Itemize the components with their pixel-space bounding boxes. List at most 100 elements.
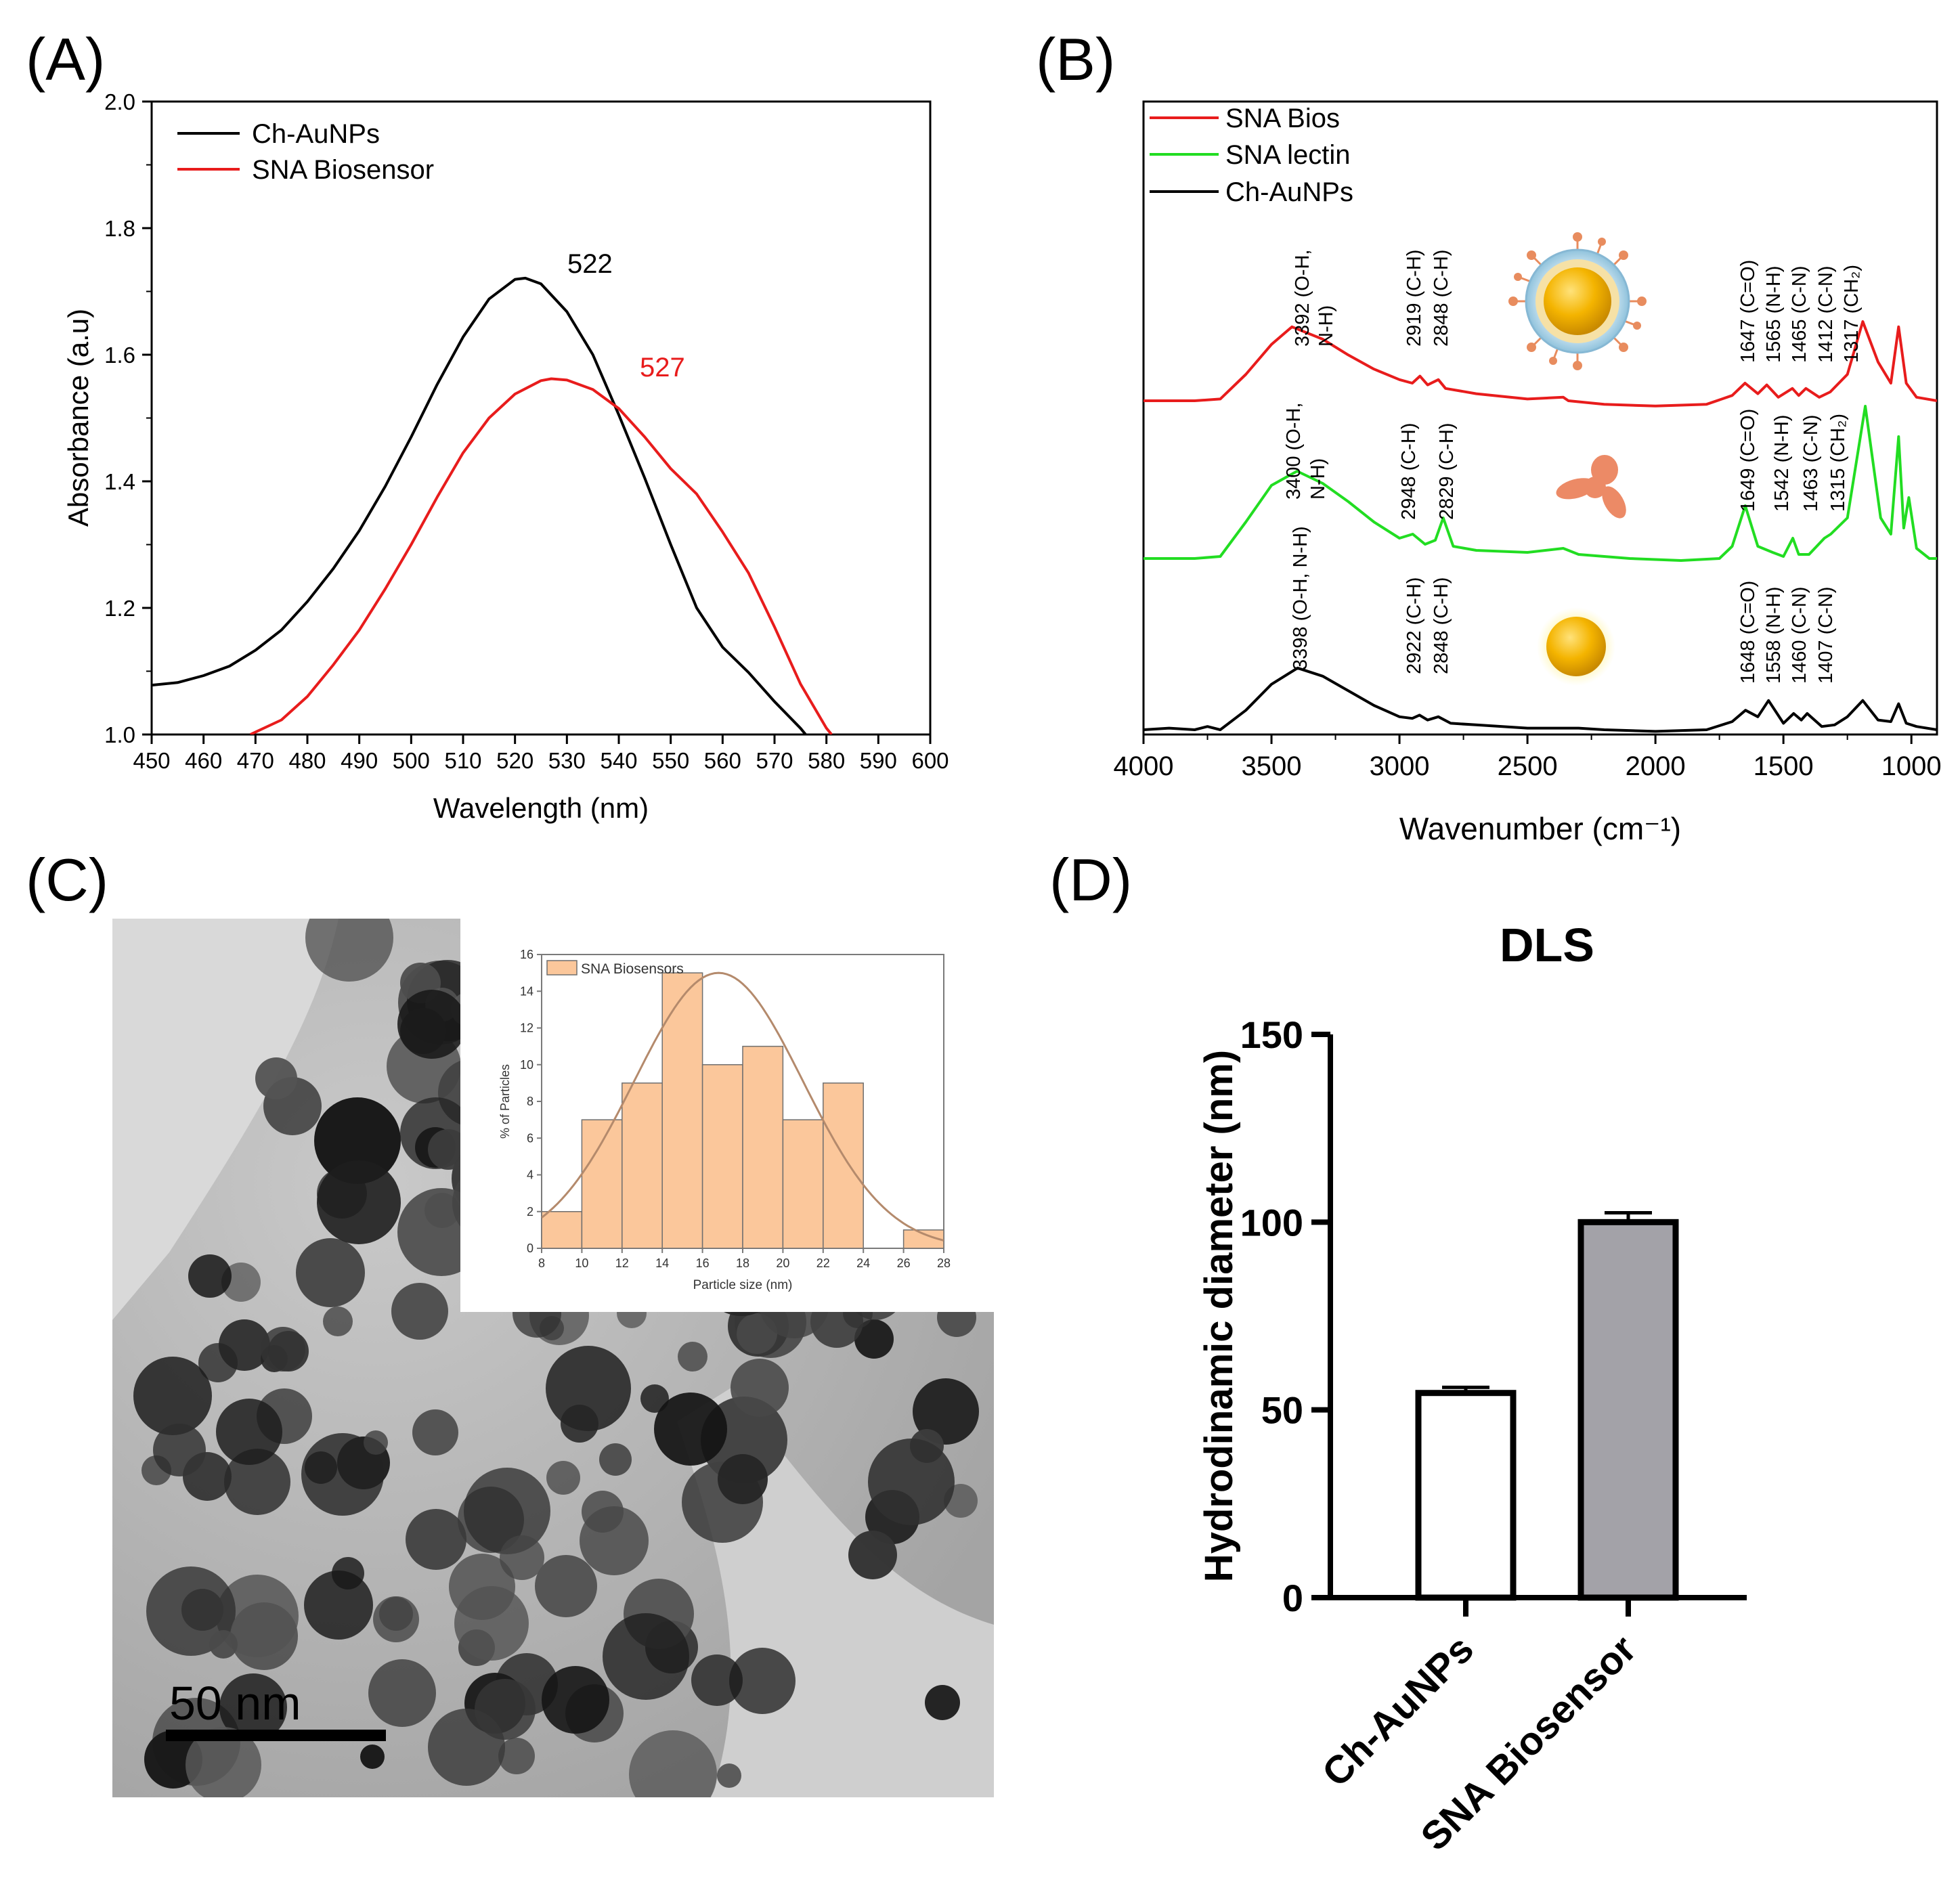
nanoparticle	[500, 1535, 544, 1580]
nanoparticle	[464, 1468, 550, 1554]
x-tick-label-a-500: 500	[393, 748, 430, 773]
nanoparticle	[691, 1654, 743, 1706]
panel-label-c: (C)	[26, 846, 108, 913]
lectin-label-1542: 1542 (N-H)	[1771, 415, 1793, 512]
nanoparticle	[854, 1319, 894, 1359]
chart-title-dls: DLS	[1500, 919, 1594, 971]
inset-x-tick-label-26: 26	[897, 1256, 911, 1270]
bios-label-3392-a: 3392 (O-H,	[1292, 250, 1313, 347]
histogram-bar-16-18	[701, 1064, 743, 1249]
aunp-label-2922: 2922 (C-H)	[1403, 577, 1425, 674]
y-tick-label-a-1.0: 1.0	[104, 722, 135, 747]
nanoparticle	[599, 1443, 632, 1476]
nanoparticle	[186, 1727, 261, 1797]
bios-label-3392-b: N-H)	[1315, 305, 1337, 347]
legend-label-ch-aunps-b: Ch-AuNPs	[1225, 177, 1353, 207]
nanoparticle	[629, 1730, 717, 1797]
nanoparticle	[412, 1409, 458, 1455]
inset-y-tick-label-14: 14	[520, 984, 533, 998]
nanoparticle	[219, 1319, 270, 1371]
y-tick-label-d-0: 0	[1282, 1577, 1303, 1619]
y-tick-label-d-150: 150	[1240, 1013, 1303, 1056]
inset-x-tick-label-24: 24	[856, 1256, 870, 1270]
nanoparticle	[397, 990, 466, 1059]
inset-x-tick-label-18: 18	[736, 1256, 749, 1270]
bios-label-1647: 1647 (C=O)	[1737, 260, 1759, 363]
histogram-bar-12-14	[622, 1082, 663, 1249]
x-tick-label-a-450: 450	[133, 748, 170, 773]
bios-label-2848: 2848 (C-H)	[1431, 250, 1452, 347]
x-tick-label-a-570: 570	[756, 748, 793, 773]
bios-label-1465: 1465 (C-N)	[1789, 266, 1810, 363]
nanoparticle	[535, 1555, 597, 1617]
inset-y-tick-label-6: 6	[527, 1131, 533, 1145]
y-tick-label-d-100: 100	[1240, 1201, 1303, 1244]
inset-y-tick-label-12: 12	[520, 1022, 533, 1035]
y-axis-label-a: Absorbance (a.u)	[62, 309, 94, 527]
y-tick-label-a-2.0: 2.0	[104, 89, 135, 114]
nanoparticle	[546, 1461, 580, 1495]
x-tick-label-a-530: 530	[548, 748, 586, 773]
nanoparticle	[183, 1452, 232, 1501]
nanoparticle	[580, 1506, 649, 1575]
nanoparticle	[368, 1659, 436, 1727]
x-tick-label-a-600: 600	[911, 748, 949, 773]
lectin-label-1463: 1463 (C-N)	[1800, 415, 1822, 512]
inset-x-tick-label-16: 16	[696, 1256, 710, 1270]
nanoparticle	[848, 1531, 897, 1579]
histogram-bar-10-12	[581, 1119, 623, 1249]
nanoparticle	[314, 1097, 401, 1184]
lectin-label-1649: 1649 (C=O)	[1737, 409, 1759, 512]
y-tick-label-a-1.2: 1.2	[104, 596, 135, 621]
series-line-b-sna-bios	[1144, 320, 1937, 408]
scale-bar-label: 50 nm	[169, 1677, 301, 1730]
aunp-label-2848: 2848 (C-H)	[1431, 577, 1452, 674]
aunp-label-1648: 1648 (C=O)	[1737, 581, 1759, 684]
panel-label-a: (A)	[26, 26, 105, 93]
inset-legend-swatch	[546, 960, 578, 975]
inset-x-tick-label-20: 20	[776, 1256, 789, 1270]
nanoparticle	[546, 1346, 631, 1431]
scale-bar	[166, 1730, 386, 1741]
histogram-bar-20-22	[782, 1119, 824, 1249]
x-tick-label-b-2500: 2500	[1498, 751, 1558, 781]
y-axis-label-d: Hydrodinamic diameter (nm)	[1197, 1050, 1241, 1582]
nanoparticle	[428, 1129, 469, 1170]
x-tick-label-a-470: 470	[237, 748, 274, 773]
legend-label-sna-bios: SNA Bios	[1225, 104, 1340, 133]
plot-frame-b	[1142, 100, 1938, 736]
series-line-b-ch-aunps	[1144, 666, 1937, 733]
tem-micrograph: 50 nm 8 10 12 14 16 18 20 22 24 26 28 024681012141…	[112, 914, 995, 1797]
x-tick-label-a-460: 460	[185, 748, 222, 773]
y-tick-label-d-50: 50	[1261, 1389, 1303, 1432]
peak-label-527: 527	[640, 353, 685, 382]
lectin-label-2829: 2829 (C-H)	[1436, 423, 1458, 520]
panel-label-b: (B)	[1036, 26, 1115, 93]
nanoparticle	[678, 1342, 707, 1372]
nanoparticle	[717, 1763, 741, 1788]
x-tick-label-b-1500: 1500	[1754, 751, 1814, 781]
panel-label-d: (D)	[1049, 846, 1132, 913]
x-tick-label-b-1000: 1000	[1881, 751, 1942, 781]
nanoparticle	[133, 1357, 212, 1435]
nanoparticle	[323, 1307, 353, 1336]
nanoparticle	[925, 1685, 960, 1720]
bios-label-1412: 1412 (C-N)	[1815, 266, 1837, 363]
inset-y-axis-label: % of Particles	[498, 1064, 512, 1139]
x-tick-label-a-580: 580	[808, 748, 845, 773]
aunp-label-3398: 3398 (O-H, N-H)	[1290, 526, 1311, 670]
nanoparticle	[406, 1509, 466, 1570]
lectin-label-3400-b: N-H)	[1307, 458, 1329, 500]
x-tick-label-a-560: 560	[704, 748, 741, 773]
bar-sna-biosensor	[1577, 1219, 1679, 1601]
nanoparticle	[475, 1679, 536, 1740]
nanoparticle	[868, 1439, 955, 1525]
x-tick-label-b-2000: 2000	[1626, 751, 1686, 781]
inset-y-tick-label-8: 8	[527, 1095, 533, 1108]
inset-y-tick-label-16: 16	[520, 948, 533, 961]
inset-x-tick-label-28: 28	[937, 1256, 951, 1270]
y-tick-label-a-1.8: 1.8	[104, 216, 135, 241]
nanoparticle	[913, 1378, 979, 1445]
